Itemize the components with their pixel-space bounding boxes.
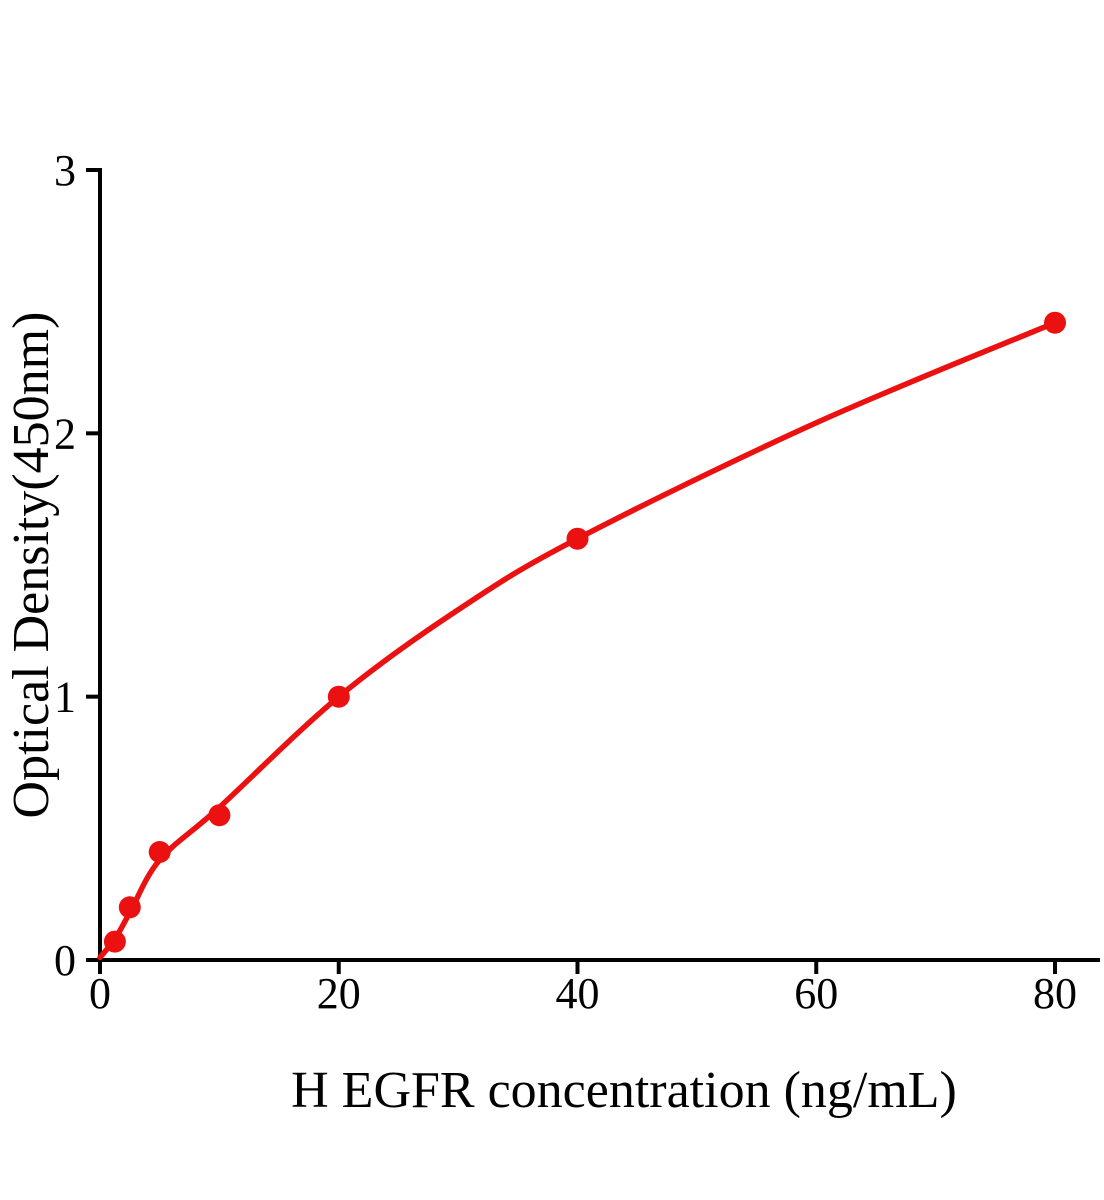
data-point-marker (208, 804, 231, 827)
x-tick-label: 40 (556, 969, 600, 1018)
x-tick-label: 80 (1033, 969, 1077, 1018)
x-tick-label: 0 (89, 969, 111, 1018)
data-point-marker (566, 527, 589, 550)
data-point-marker (148, 841, 171, 863)
x-tick-label: 20 (317, 969, 361, 1018)
y-tick-label: 0 (54, 936, 76, 985)
data-point-marker (327, 685, 350, 708)
tick-layer: 0 20 40 60 80 0 1 2 3 (54, 146, 1077, 1018)
y-tick-label: 3 (54, 146, 76, 195)
axes-layer (98, 168, 1100, 962)
y-axis-title: Optical Density(450nm) (3, 312, 60, 819)
data-point-marker (1044, 311, 1066, 334)
y-tick-label: 2 (54, 409, 76, 458)
marker-layer (103, 311, 1066, 953)
data-point-marker (118, 896, 141, 919)
data-point-marker (103, 930, 126, 953)
y-tick-label: 1 (54, 673, 76, 722)
curve-layer (97, 319, 1058, 961)
fit-curve-line (97, 319, 1058, 961)
x-axis-title: H EGFR concentration (ng/mL) (291, 1062, 957, 1119)
x-tick-label: 60 (794, 969, 838, 1018)
